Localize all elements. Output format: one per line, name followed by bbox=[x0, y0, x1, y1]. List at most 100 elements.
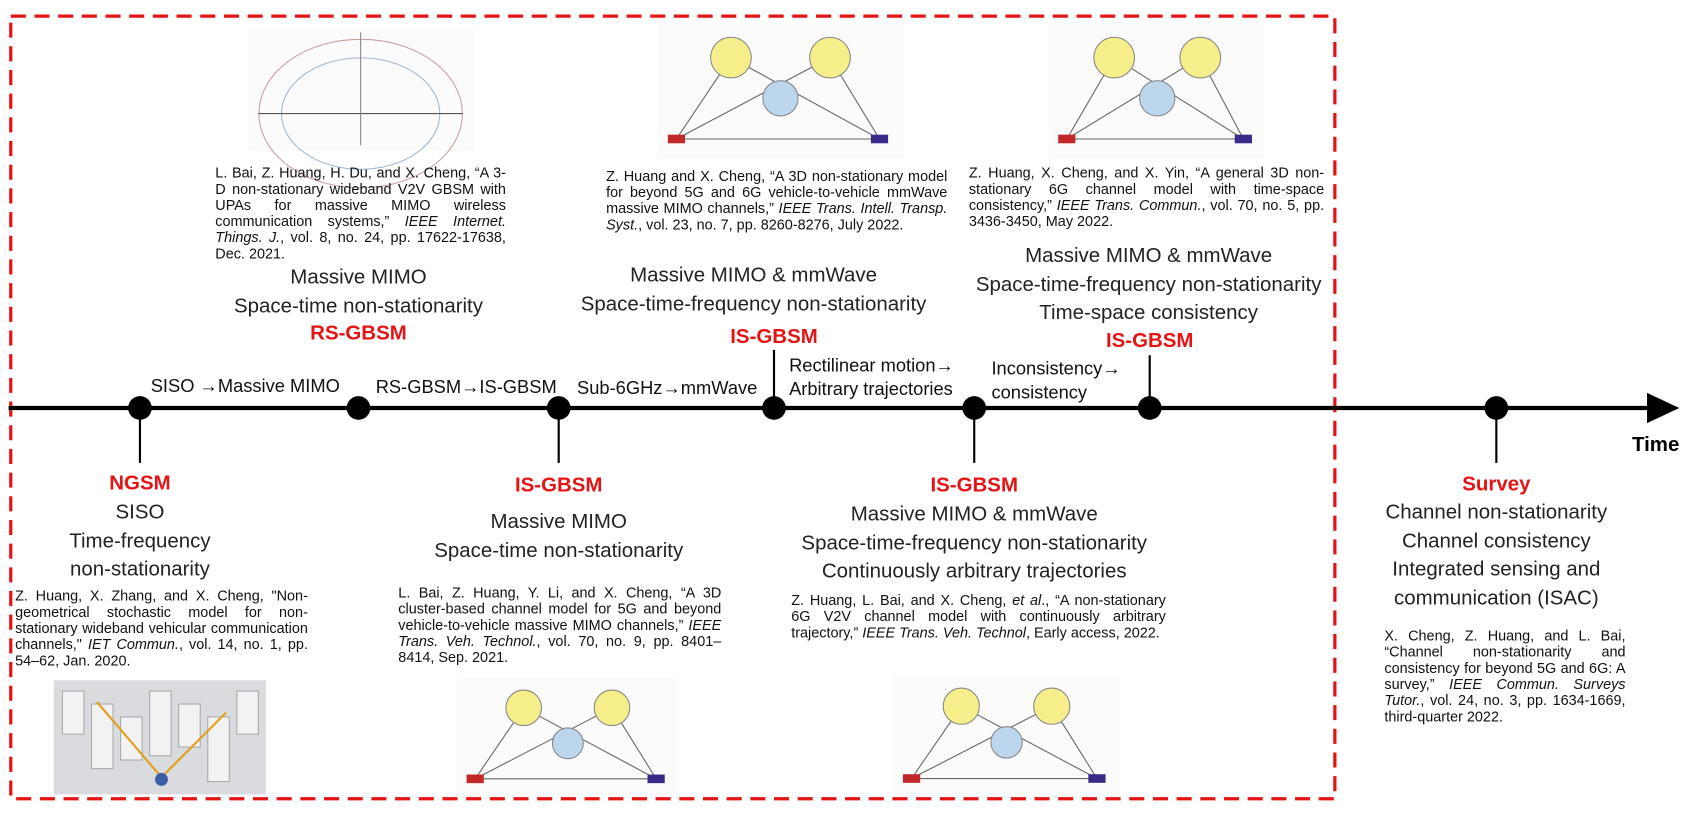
reference-text: IEEE Commun. Surveys Tutor. bbox=[1384, 676, 1626, 709]
rx-vehicle bbox=[870, 134, 889, 144]
reference-text: Z. Huang and X. Cheng, “A 3D non-station… bbox=[606, 167, 948, 217]
feature-label: Time-frequency bbox=[69, 529, 211, 553]
illustration bbox=[247, 26, 474, 189]
model-label: Survey bbox=[1462, 473, 1531, 496]
feature-label: Space-time-frequency non-stationarity bbox=[975, 273, 1322, 297]
feature-label: Continuously arbitrary trajectories bbox=[821, 560, 1127, 583]
building bbox=[149, 690, 172, 757]
reference: L. Bai, Z. Huang, H. Du, and X. Cheng, “… bbox=[215, 165, 506, 262]
building bbox=[90, 703, 114, 770]
model-label: IS-GBSM bbox=[730, 325, 818, 349]
transition-label: SISO →Massive MIMO bbox=[151, 375, 340, 399]
feature-label: Massive MIMO & mmWave bbox=[630, 264, 878, 287]
feature-label: Massive MIMO bbox=[490, 510, 627, 534]
reference: X. Cheng, Z. Huang, and L. Bai, “Channel… bbox=[1384, 628, 1625, 725]
reference-text: , vol. 8, no. 24, pp. 17622-17638, Dec. … bbox=[215, 229, 506, 262]
cluster bbox=[1033, 687, 1071, 725]
cluster bbox=[505, 689, 543, 727]
reference-text: , vol. 70, no. 5, pp. 3436-3450, May 202… bbox=[968, 196, 1325, 230]
reference-text: , vol. 23, no. 7, pp. 8260-8276, July 20… bbox=[638, 216, 904, 233]
feature-label: Space-time-frequency non-stationarity bbox=[580, 292, 927, 316]
transition-line: RS-GBSM→IS-GBSM bbox=[375, 376, 557, 398]
transition-line: Rectilinear motion→ bbox=[789, 355, 954, 376]
feature-label: non-stationarity bbox=[70, 558, 210, 581]
feature-label: Space-time non-stationarity bbox=[233, 294, 483, 318]
reference-text: et al bbox=[1012, 592, 1042, 609]
building bbox=[120, 716, 143, 761]
reference-text: , vol. 24, no. 3, pp. 1634-1669, third-q… bbox=[1384, 692, 1626, 725]
reference-text: Z. Huang, X. Cheng, and X. Yin, “A gener… bbox=[968, 164, 1325, 214]
rx-vehicle bbox=[647, 774, 665, 784]
cluster bbox=[710, 36, 752, 79]
reference-text: L. Bai, Z. Huang, Y. Li, and X. Cheng, “… bbox=[398, 584, 722, 633]
reference: Z. Huang, L. Bai, and X. Cheng, et al., … bbox=[791, 592, 1166, 640]
tx-vehicle bbox=[667, 134, 686, 144]
reference-text: IEEE Trans. Veh. Technol bbox=[862, 624, 1026, 641]
building bbox=[178, 703, 201, 748]
feature-label: SISO bbox=[115, 501, 165, 524]
timeline-node bbox=[346, 396, 371, 420]
reference-text: X. Cheng, Z. Huang, and L. Bai, “Channel… bbox=[1384, 627, 1626, 693]
reference-text: IET Commun. bbox=[87, 636, 179, 653]
timeline-node bbox=[1484, 396, 1509, 420]
model-label: IS-GBSM bbox=[514, 474, 603, 497]
tx-vehicle bbox=[466, 774, 484, 784]
cluster bbox=[1093, 36, 1136, 79]
illustration bbox=[893, 676, 1120, 797]
tx-vehicle bbox=[1058, 134, 1076, 144]
reference-text: , Early access, 2022. bbox=[1025, 624, 1160, 641]
cluster bbox=[551, 727, 584, 760]
transition-label: Sub-6GHz→mmWave bbox=[577, 377, 757, 401]
reference-text: IEEE Trans. Commun. bbox=[1056, 196, 1202, 214]
transition-line: Sub-6GHz→mmWave bbox=[577, 377, 758, 399]
model-label: IS-GBSM bbox=[1105, 329, 1194, 353]
reference-text: Z. Huang, L. Bai, and X. Cheng, bbox=[791, 592, 1013, 609]
reference-text: L. Bai, Z. Huang, H. Du, and X. Cheng, “… bbox=[215, 164, 506, 230]
timeline-node bbox=[962, 396, 987, 420]
timeline-node bbox=[546, 396, 571, 420]
model-label: NGSM bbox=[109, 472, 171, 495]
reference-text: Z. Huang, X. Zhang, and X. Cheng, "Non-g… bbox=[15, 587, 308, 653]
building bbox=[207, 716, 230, 783]
rx-vehicle bbox=[1234, 134, 1252, 144]
vehicle bbox=[155, 772, 168, 786]
feature-label: Massive MIMO & mmWave bbox=[850, 503, 1098, 526]
ray bbox=[911, 705, 1052, 780]
ray bbox=[1066, 57, 1201, 140]
reference-text: , vol. 14, no. 1, pp. 54–62, Jan. 2020. bbox=[15, 636, 308, 669]
feature-label: Integrated sensing and bbox=[1392, 558, 1601, 581]
model-label: IS-GBSM bbox=[930, 474, 1018, 497]
tx-vehicle bbox=[902, 774, 921, 783]
cluster bbox=[1139, 80, 1176, 117]
transition-line: Inconsistency→ bbox=[991, 358, 1121, 379]
transition-label: Inconsistency→ consistency bbox=[991, 357, 1120, 404]
reference-text: IEEE Trans. Veh. Technol. bbox=[398, 616, 722, 650]
cluster bbox=[990, 726, 1023, 759]
ray bbox=[523, 707, 657, 780]
timeline-node bbox=[1137, 396, 1162, 420]
illustration bbox=[457, 678, 679, 797]
cluster bbox=[593, 689, 631, 727]
timeline-arrow bbox=[1647, 392, 1680, 424]
cluster bbox=[1179, 36, 1222, 79]
reference-text: IEEE Internet. Things. J. bbox=[215, 213, 506, 246]
feature-label: Massive MIMO bbox=[290, 266, 427, 290]
feature-label: Time-space consistency bbox=[1039, 301, 1258, 325]
reference: Z. Huang and X. Cheng, “A 3D non-station… bbox=[606, 168, 947, 233]
timeline-node bbox=[128, 396, 152, 420]
illustration bbox=[53, 680, 266, 795]
transition-line: SISO →Massive MIMO bbox=[150, 375, 340, 397]
rx-vehicle bbox=[1088, 774, 1106, 783]
reference-text: ., “A non-stationary 6G V2V channel mode… bbox=[791, 592, 1166, 641]
reference: Z. Huang, X. Cheng, and X. Yin, “A gener… bbox=[969, 165, 1324, 230]
ray bbox=[676, 57, 831, 140]
ray bbox=[961, 705, 1098, 779]
illustration bbox=[1049, 23, 1265, 160]
model-label: RS-GBSM bbox=[310, 322, 407, 346]
ray bbox=[1113, 57, 1244, 140]
cluster bbox=[809, 36, 851, 79]
ray bbox=[474, 707, 613, 780]
feature-label: Space-time-frequency non-stationarity bbox=[801, 531, 1148, 555]
